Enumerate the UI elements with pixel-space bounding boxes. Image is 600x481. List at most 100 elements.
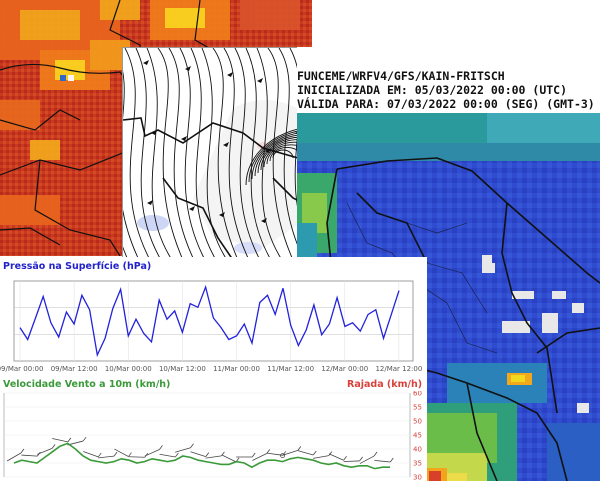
wind-arrowhead xyxy=(223,142,229,147)
wind-barb xyxy=(312,455,329,459)
streamline xyxy=(234,48,260,258)
gust-tick-label: 50 xyxy=(413,418,422,426)
streamline xyxy=(123,71,139,258)
streamline xyxy=(146,48,172,258)
streamline xyxy=(278,48,304,258)
pressure-plot-frame xyxy=(13,280,414,362)
wind-barb xyxy=(359,455,375,464)
pressure-x-tick-label: 10/Mar 12:00 xyxy=(159,365,206,373)
wind-barb xyxy=(114,448,129,457)
pressure-chart-title: Pressão na Superfície (hPa) xyxy=(3,261,152,272)
wind-barb-flag xyxy=(343,456,347,461)
model-name-label: FUNCEME/WRFV4/GFS/KAIN-FRITSCH xyxy=(297,69,505,83)
wind-barb xyxy=(159,453,176,458)
wind-barb xyxy=(221,454,237,463)
wind-arrowhead xyxy=(185,66,191,71)
wind-barb xyxy=(343,460,360,462)
wind-barb xyxy=(128,456,145,458)
streamline xyxy=(267,48,293,258)
pressure-series-line xyxy=(19,284,400,358)
wind-arrowhead xyxy=(257,78,263,83)
streamline xyxy=(245,48,271,258)
streamline xyxy=(190,48,216,258)
wind-barb xyxy=(252,453,267,461)
wind-arrowhead xyxy=(181,136,187,141)
wind-barb-flag xyxy=(113,451,118,457)
streamline xyxy=(179,48,205,258)
wind-barb xyxy=(83,451,99,458)
wind-barb xyxy=(6,452,22,462)
wind-arrowhead xyxy=(143,60,149,65)
wind-barb xyxy=(205,455,222,459)
calm-wind-marker xyxy=(280,453,285,458)
pressure-x-tick-label: 11/Mar 12:00 xyxy=(267,365,314,373)
wind-chart: 60 55 50 45 40 35 30 xyxy=(3,391,422,481)
wind-barb xyxy=(266,452,283,456)
pressure-chart: 09/Mar 00:00 09/Mar 12:00 10/Mar 00:00 10/M… xyxy=(0,280,422,373)
wind-barb xyxy=(52,438,68,443)
wind-barb-flag xyxy=(205,452,210,457)
wind-barb-flag xyxy=(312,450,317,456)
streamline xyxy=(272,149,294,159)
wind-arrowhead xyxy=(261,218,267,223)
streamline xyxy=(223,48,249,258)
wind-arrowhead xyxy=(189,206,195,211)
gust-tick-label: 40 xyxy=(413,446,422,454)
wind-barb-flag xyxy=(251,452,256,458)
wind-barb xyxy=(328,453,344,461)
wind-barb-flag xyxy=(175,452,179,458)
gust-tick-label: 30 xyxy=(413,474,422,481)
wind-barb xyxy=(374,459,391,463)
pressure-x-tick-label: 12/Mar 00:00 xyxy=(321,365,368,373)
wind-barb-flag xyxy=(159,445,163,450)
streamline xyxy=(212,48,238,258)
initialization-label: INICIALIZADA EM: 05/03/2022 00:00 (UTC) xyxy=(297,83,568,97)
wind-barb-flag xyxy=(389,457,394,463)
wind-barb-flag xyxy=(328,451,333,456)
wind-barb-flag xyxy=(51,444,56,449)
precip-dry-areas xyxy=(482,255,589,413)
heat-hotspots xyxy=(0,0,300,225)
streamline xyxy=(168,48,194,258)
wind-arrowhead xyxy=(265,148,271,153)
wind-barb-flag xyxy=(67,437,72,443)
wind-barb-flag xyxy=(128,452,132,457)
streamline xyxy=(135,48,161,258)
valid-time-label: VÁLIDA PARA: 07/03/2022 00:00 (SEG) (GMT… xyxy=(297,97,595,111)
wind-barb xyxy=(175,447,191,453)
wind-series-line xyxy=(13,442,390,470)
wind-arrowhead xyxy=(227,72,233,77)
pressure-x-tick-label: 09/Mar 12:00 xyxy=(51,365,98,373)
wind-arrowhead xyxy=(151,130,157,135)
wind-barb-flag xyxy=(297,446,302,451)
wind-barb-flag xyxy=(373,451,378,457)
pressure-x-tick-label: 10/Mar 00:00 xyxy=(105,365,152,373)
pressure-x-tick-label: 12/Mar 12:00 xyxy=(375,365,422,373)
gust-axis-label: Rajada (km/h) xyxy=(347,379,423,390)
gust-tick-label: 35 xyxy=(413,460,422,468)
wind-arrowhead xyxy=(219,212,225,217)
streamline xyxy=(124,48,150,258)
wind-barb xyxy=(282,449,298,456)
gust-tick-label: 55 xyxy=(413,404,422,412)
gust-tick-label: 45 xyxy=(413,432,422,440)
wind-barb xyxy=(98,455,115,459)
wind-arrowhead xyxy=(147,200,153,205)
wind-barb-flag xyxy=(359,456,363,462)
wind-barb-flag xyxy=(190,443,194,449)
streamline xyxy=(157,48,183,258)
meteogram-panel: Pressão na Superfície (hPa) 09/Mar 00:00… xyxy=(0,257,427,481)
gust-tick-label: 60 xyxy=(413,391,422,398)
pressure-x-tick-label: 11/Mar 00:00 xyxy=(213,365,260,373)
wind-barb xyxy=(297,450,314,456)
wind-barb-flag xyxy=(20,448,25,454)
wind-barb xyxy=(190,451,206,458)
wind-barb xyxy=(21,454,38,457)
streamline xyxy=(201,48,227,258)
wind-barb xyxy=(37,448,53,455)
wind-barb-flag xyxy=(82,436,87,442)
wind-barb xyxy=(144,449,160,457)
wind-barb-flag xyxy=(97,452,102,458)
pressure-x-tick-label: 09/Mar 00:00 xyxy=(0,365,43,373)
wind-chart-title: Velocidade Vento a 10m (km/h) xyxy=(3,379,171,390)
